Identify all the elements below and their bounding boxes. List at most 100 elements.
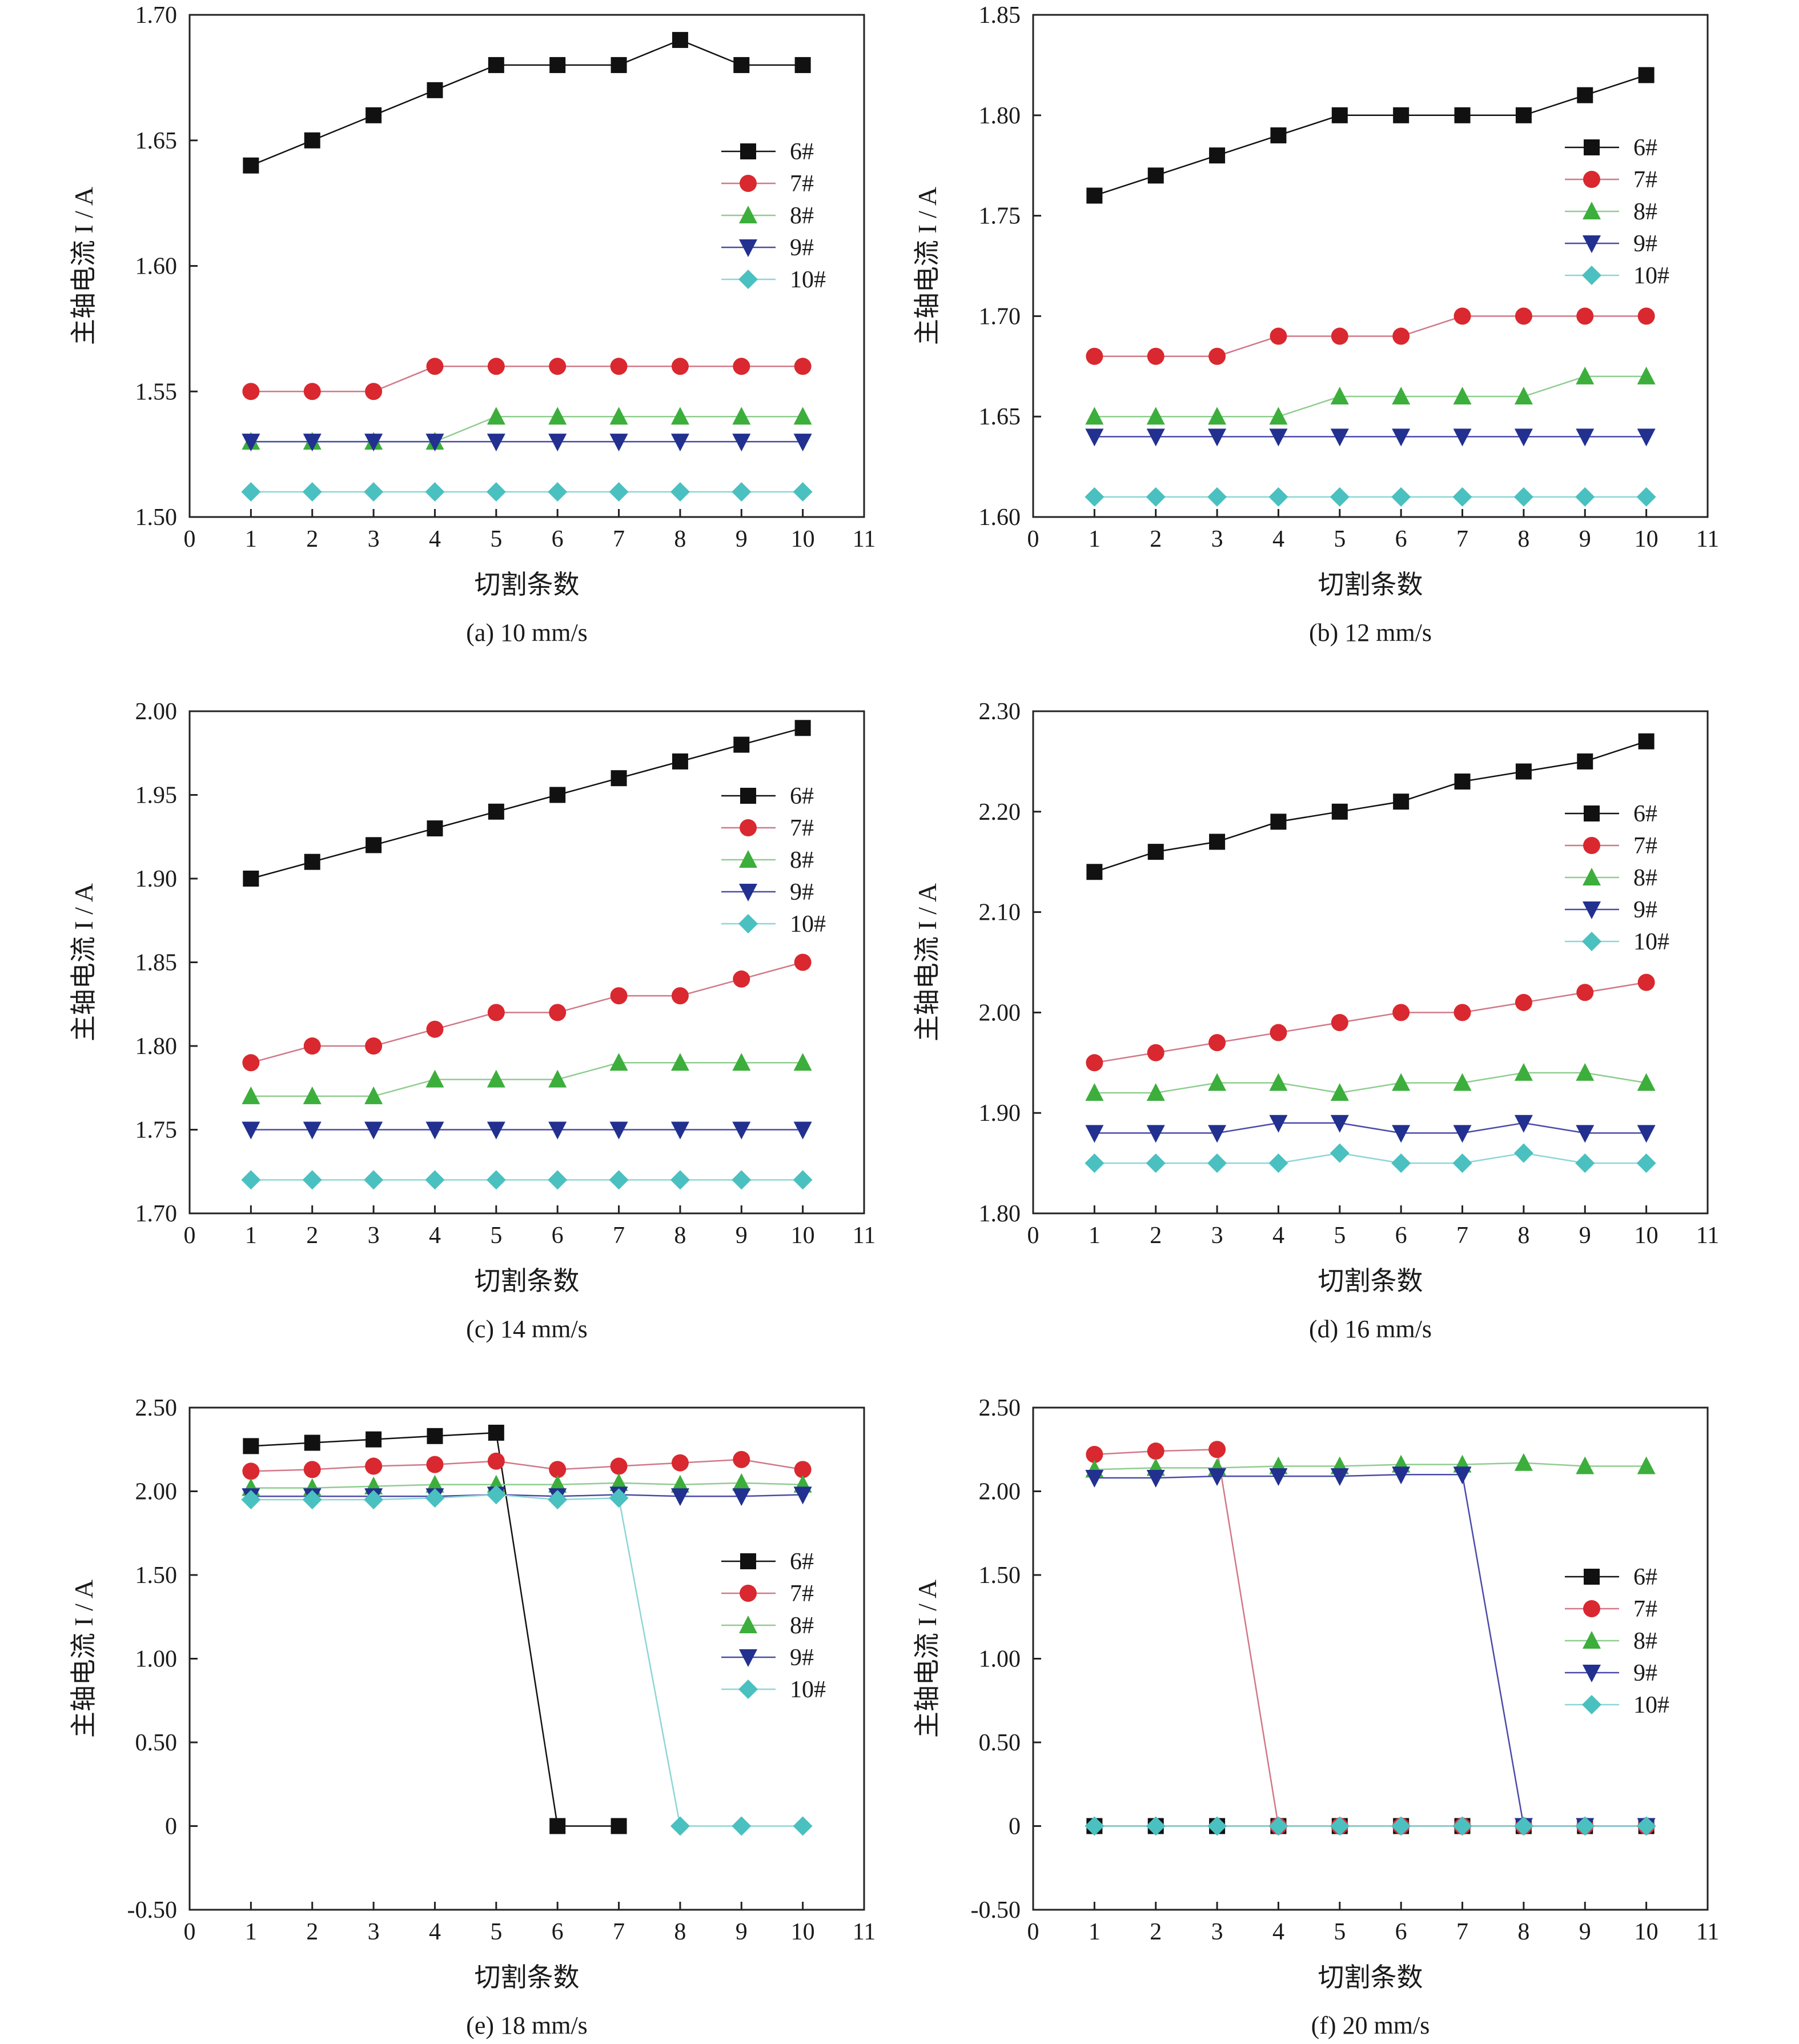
data-point — [242, 1086, 260, 1104]
legend-label: 9# — [1633, 1660, 1657, 1686]
legend-marker — [1583, 171, 1600, 188]
x-tick-label: 11 — [853, 1919, 876, 1945]
data-point — [1392, 1073, 1411, 1091]
legend-marker — [739, 1649, 757, 1667]
legend-label: 7# — [790, 1581, 814, 1607]
legend-label: 7# — [1633, 833, 1657, 859]
data-point — [1515, 107, 1532, 123]
series-line — [1094, 315, 1647, 357]
data-point — [1331, 327, 1348, 345]
chart-panel: 0 1 2 3 4 5 6 7 8 9 10 11 1.70 1.75 1.80 1.85 1.90 1.95 2.… — [69, 699, 876, 1343]
x-tick-label: 4 — [429, 1919, 441, 1945]
data-point — [671, 358, 689, 375]
data-point — [486, 1170, 506, 1190]
data-point — [610, 987, 628, 1005]
legend-label: 8# — [790, 203, 814, 229]
data-point — [793, 1170, 813, 1190]
data-point — [487, 1121, 505, 1140]
legend-label: 8# — [1633, 1628, 1657, 1654]
y-tick-label: 1.50 — [135, 1562, 178, 1589]
plot-frame — [1032, 14, 1709, 518]
data-point — [793, 1121, 812, 1140]
data-point — [670, 407, 689, 425]
data-point — [1330, 387, 1349, 405]
series-line — [251, 1458, 803, 1472]
data-point — [425, 434, 444, 452]
x-axis-label: 切割条数 — [475, 1963, 580, 1992]
data-point — [1330, 1816, 1350, 1836]
data-point — [242, 1054, 260, 1072]
data-point — [672, 31, 688, 48]
chart-panel: 0 1 2 3 4 5 6 7 8 9 10 11 1.50 1.55 1.60 1.65 1.70 切割条数 主轴… — [69, 2, 876, 647]
data-point — [1637, 307, 1655, 325]
legend-marker — [1584, 139, 1600, 155]
x-tick-label: 11 — [853, 526, 876, 552]
data-point — [1393, 793, 1410, 810]
data-point — [1146, 407, 1165, 425]
legend-label: 6# — [1633, 801, 1657, 827]
series-line — [1094, 74, 1647, 197]
legend-label: 7# — [1633, 167, 1657, 193]
data-point — [427, 820, 443, 837]
x-tick-label: 11 — [1696, 526, 1719, 552]
data-point — [733, 970, 750, 988]
data-point — [1269, 1073, 1288, 1091]
data-point — [1331, 107, 1348, 123]
panel-caption: (d) 16 mm/s — [1309, 1315, 1432, 1343]
legend-label: 7# — [1633, 1596, 1657, 1622]
data-point — [1513, 487, 1533, 507]
data-point — [364, 482, 384, 502]
data-point — [1085, 487, 1105, 507]
data-point — [1638, 67, 1655, 83]
data-point — [794, 720, 811, 736]
data-point — [1268, 487, 1288, 507]
data-point — [1269, 407, 1288, 425]
data-point — [1575, 1816, 1595, 1836]
data-point — [732, 482, 752, 502]
data-point — [1391, 487, 1411, 507]
data-point — [1637, 1125, 1656, 1143]
data-point — [241, 1490, 261, 1510]
panel-caption: (a) 10 mm/s — [466, 619, 588, 647]
legend-label: 6# — [790, 783, 814, 809]
series-line — [1094, 375, 1647, 418]
x-tick-label: 9 — [1579, 1919, 1591, 1945]
data-point — [243, 1438, 259, 1454]
x-tick-label: 5 — [1334, 1919, 1346, 1945]
y-tick-label: 0 — [1009, 1814, 1021, 1840]
legend-label: 8# — [1633, 865, 1657, 891]
legend-marker — [739, 1616, 757, 1633]
data-point — [672, 753, 688, 769]
data-point — [1146, 1470, 1165, 1488]
x-axis-label: 切割条数 — [1318, 1963, 1423, 1992]
x-tick-label: 10 — [791, 526, 815, 552]
x-tick-label: 1 — [245, 1919, 257, 1945]
legend-label: 9# — [790, 1645, 814, 1671]
x-tick-label: 3 — [368, 526, 380, 552]
legend-marker — [1583, 1665, 1601, 1682]
x-tick-label: 10 — [791, 1919, 815, 1945]
data-point — [793, 1816, 813, 1836]
legend-label: 10# — [790, 267, 826, 293]
data-point — [241, 1170, 261, 1190]
legend-label: 8# — [790, 847, 814, 873]
data-point — [488, 1424, 504, 1441]
chart-panel: 0 1 2 3 4 5 6 7 8 9 10 11-0.5000.501.001.502.002.50… — [69, 1395, 876, 2039]
data-point — [1085, 407, 1104, 425]
data-point — [1514, 428, 1533, 447]
data-point — [1146, 487, 1166, 507]
x-tick-label: 10 — [791, 1223, 815, 1249]
data-point — [671, 987, 689, 1005]
data-point — [1636, 487, 1656, 507]
legend-marker — [1583, 202, 1601, 219]
data-point — [1085, 1153, 1105, 1173]
y-tick-label: 1.80 — [979, 1201, 1021, 1227]
data-point — [1392, 1004, 1410, 1021]
data-point — [1452, 487, 1472, 507]
x-tick-label: 2 — [306, 1919, 318, 1945]
panel-caption: (c) 14 mm/s — [466, 1315, 588, 1343]
data-point — [1146, 428, 1165, 447]
data-point — [242, 1121, 260, 1140]
data-point — [1147, 844, 1164, 860]
data-point — [364, 1121, 383, 1140]
